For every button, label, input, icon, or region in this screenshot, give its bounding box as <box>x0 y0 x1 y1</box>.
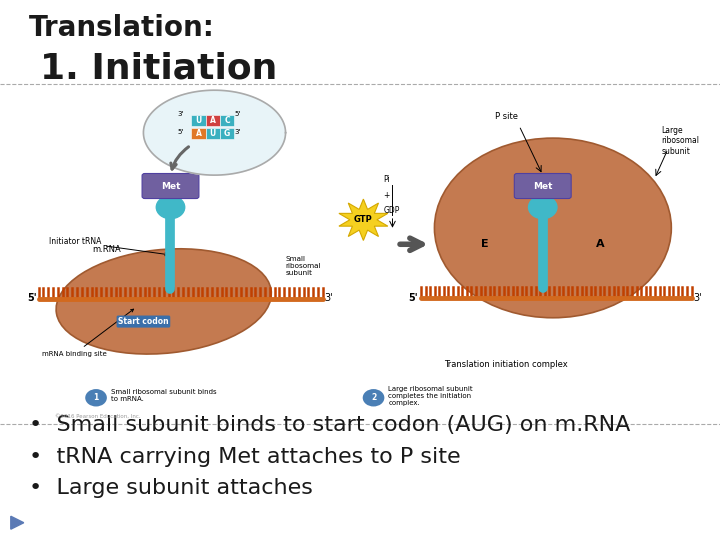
Text: 1. Initiation: 1. Initiation <box>40 51 277 85</box>
Polygon shape <box>143 90 286 175</box>
Text: U: U <box>195 116 202 125</box>
Text: Large ribosomal subunit
completes the initiation
complex.: Large ribosomal subunit completes the in… <box>388 386 473 406</box>
Text: 5': 5' <box>409 293 418 303</box>
Text: 3': 3' <box>693 293 701 303</box>
Text: •  Small subunit binds to start codon (AUG) on m.RNA: • Small subunit binds to start codon (AU… <box>29 415 630 435</box>
Text: Start codon: Start codon <box>118 317 168 326</box>
Text: 3': 3' <box>235 129 241 136</box>
Text: 5': 5' <box>177 129 184 136</box>
Polygon shape <box>339 199 388 240</box>
Text: Met: Met <box>161 181 180 191</box>
Text: mRNA binding site: mRNA binding site <box>42 309 134 357</box>
Text: Translation initiation complex: Translation initiation complex <box>444 360 567 369</box>
Circle shape <box>85 389 107 407</box>
Circle shape <box>156 196 185 219</box>
Text: Small ribosomal subunit binds
to mRNA.: Small ribosomal subunit binds to mRNA. <box>111 389 217 402</box>
Text: C: C <box>224 116 230 125</box>
Text: Pi: Pi <box>384 174 390 184</box>
Text: ©2016 Pearson Education, Inc.: ©2016 Pearson Education, Inc. <box>55 413 141 418</box>
Ellipse shape <box>434 138 671 318</box>
Text: A: A <box>596 239 605 249</box>
Text: A: A <box>196 129 202 138</box>
Text: A: A <box>210 116 216 125</box>
FancyBboxPatch shape <box>192 129 206 139</box>
Text: P site: P site <box>495 112 518 121</box>
Text: 2: 2 <box>371 393 376 402</box>
Text: Translation:: Translation: <box>29 14 215 42</box>
Text: GTP: GTP <box>354 215 373 224</box>
Text: GDP: GDP <box>384 206 400 215</box>
Polygon shape <box>11 516 24 529</box>
Text: Initiator tRNA: Initiator tRNA <box>49 237 168 256</box>
Text: 3': 3' <box>325 293 333 303</box>
Text: 1: 1 <box>94 393 99 402</box>
Text: Large
ribosomal
subunit: Large ribosomal subunit <box>661 126 699 156</box>
FancyBboxPatch shape <box>206 115 220 126</box>
FancyBboxPatch shape <box>142 173 199 199</box>
FancyBboxPatch shape <box>220 129 234 139</box>
Text: m.RNA: m.RNA <box>93 245 122 254</box>
Text: •  tRNA carrying Met attaches to P site: • tRNA carrying Met attaches to P site <box>29 447 460 467</box>
Text: U: U <box>210 129 216 138</box>
FancyBboxPatch shape <box>514 173 571 199</box>
FancyBboxPatch shape <box>206 129 220 139</box>
Text: Small
ribosomal
subunit: Small ribosomal subunit <box>286 256 321 276</box>
Circle shape <box>363 389 384 407</box>
Text: 5': 5' <box>235 111 241 117</box>
Text: •  Large subunit attaches: • Large subunit attaches <box>29 478 312 498</box>
Text: 5': 5' <box>27 293 37 303</box>
FancyBboxPatch shape <box>220 115 234 126</box>
Text: +: + <box>384 191 390 200</box>
Text: Met: Met <box>533 181 552 191</box>
Text: E: E <box>482 239 489 249</box>
Ellipse shape <box>56 249 271 354</box>
Text: 3': 3' <box>177 111 184 117</box>
Text: G: G <box>224 129 230 138</box>
FancyBboxPatch shape <box>192 115 206 126</box>
Circle shape <box>528 196 557 219</box>
